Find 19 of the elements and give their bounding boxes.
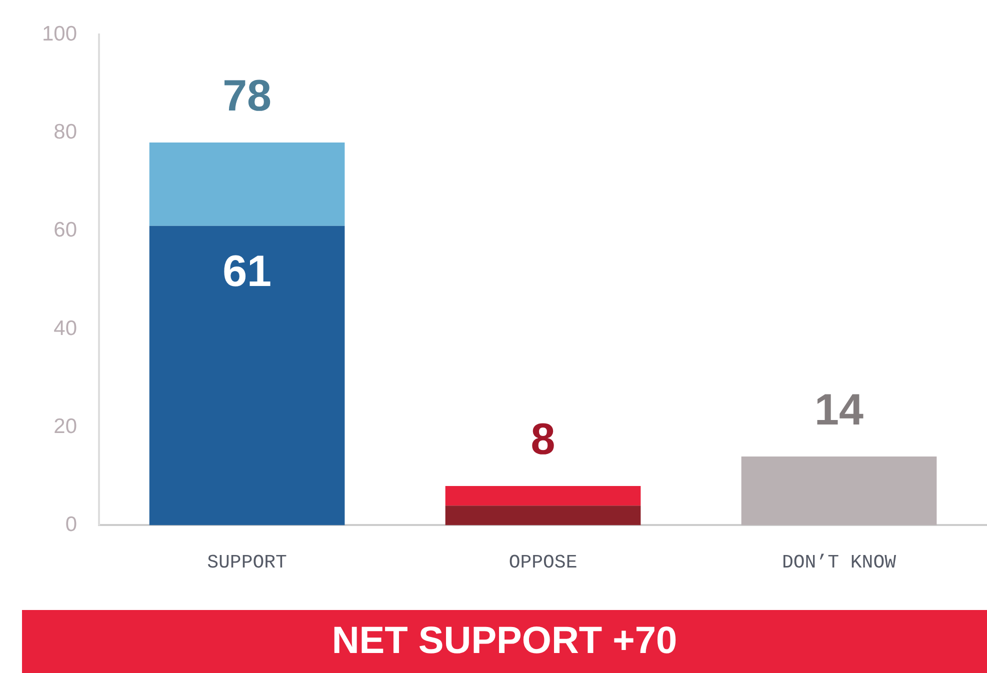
bar xyxy=(741,456,937,526)
y-tick-label: 20 xyxy=(54,414,78,438)
total-label: 8 xyxy=(530,415,556,464)
bar xyxy=(445,486,641,506)
data-label: 61 xyxy=(222,247,272,296)
x-tick-label: SUPPORT xyxy=(207,552,287,574)
y-tick-label: 100 xyxy=(42,22,78,46)
y-tick-label: 60 xyxy=(54,218,78,242)
total-label: 78 xyxy=(222,72,272,121)
y-tick-label: 0 xyxy=(65,512,78,536)
x-tick-label: DON’T KNOW xyxy=(782,552,897,574)
bar xyxy=(445,506,641,526)
y-tick-label: 80 xyxy=(54,120,78,144)
x-tick-label: OPPOSE xyxy=(508,552,578,574)
text: NET SUPPORT +70 xyxy=(332,620,678,663)
y-tick-label: 40 xyxy=(54,316,78,340)
bar xyxy=(149,142,345,226)
data-label: 14 xyxy=(814,386,864,435)
bar xyxy=(149,226,345,526)
